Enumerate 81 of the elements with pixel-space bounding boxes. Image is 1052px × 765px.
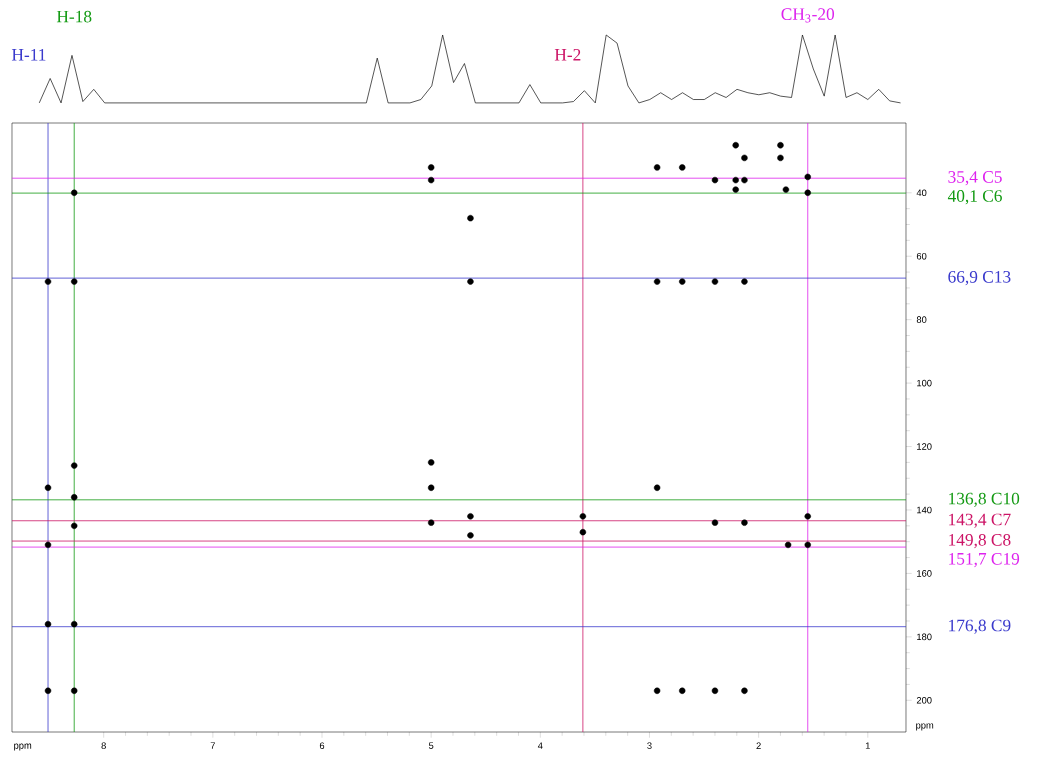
point (679, 164, 686, 171)
point (71, 462, 78, 469)
y-tick-label: 80 (916, 316, 927, 323)
point (71, 620, 78, 628)
point (653, 484, 661, 491)
point (71, 278, 78, 285)
point (44, 541, 52, 549)
point (44, 484, 52, 491)
ref-line-label: 136,8 C10 (949, 492, 1020, 507)
ref-line-label: H-2 (554, 48, 581, 61)
point (579, 528, 587, 536)
point (804, 541, 811, 549)
point (784, 541, 792, 549)
point (679, 687, 686, 694)
point (71, 189, 78, 196)
point (711, 176, 719, 184)
x-axis-title: ppm (14, 743, 32, 751)
y-tick-label: 140 (917, 506, 932, 514)
x-tick-label: 8 (101, 742, 106, 750)
point (653, 687, 661, 694)
point (71, 494, 78, 501)
point (579, 513, 587, 520)
point (467, 214, 474, 222)
point (427, 164, 435, 171)
x-tick-label: 4 (537, 742, 543, 749)
point (732, 186, 739, 193)
y-tick-label: 60 (916, 252, 927, 260)
point (467, 513, 474, 520)
point (44, 620, 52, 628)
ref-line-label: H-18 (56, 10, 92, 23)
y-tick-label: 120 (917, 443, 932, 450)
point (679, 278, 686, 285)
ref-line-label: CH$_{3}$-20 (781, 8, 835, 23)
ref-line-label: 143,4 C7 (949, 513, 1011, 528)
point (467, 278, 474, 285)
point (741, 519, 748, 526)
point (777, 154, 784, 162)
point (44, 278, 52, 285)
x-tick-label: 6 (319, 742, 325, 750)
point (711, 687, 719, 694)
point (653, 164, 661, 171)
point (427, 176, 435, 184)
x-tick-label: 7 (210, 742, 215, 749)
point (71, 687, 78, 694)
point (427, 519, 435, 526)
point (711, 519, 719, 526)
ref-line-label: 151,7 C19 (949, 552, 1020, 568)
y-axis-title: ppm (916, 723, 934, 731)
point (44, 687, 52, 694)
point (732, 142, 739, 149)
ref-line-label: 40,1 C6 (947, 190, 1002, 205)
point (711, 278, 719, 285)
y-tick-label: 40 (916, 189, 927, 197)
y-tick-label: 200 (916, 697, 932, 704)
point (804, 189, 811, 196)
point (741, 687, 748, 694)
point (653, 278, 661, 285)
x-tick-label: 5 (428, 742, 434, 749)
ref-line-label: 149,8 C8 (949, 533, 1011, 549)
point (467, 532, 474, 539)
point (782, 186, 790, 193)
x-tick-label: 3 (647, 742, 652, 750)
point (741, 176, 748, 184)
point (777, 142, 784, 149)
y-tick-label: 100 (917, 379, 932, 387)
point (427, 459, 435, 466)
x-tick-label: 2 (756, 742, 761, 749)
y-tick-label: 180 (917, 633, 932, 641)
point (804, 173, 811, 181)
point (427, 484, 435, 491)
ref-line-label: 66,9 C13 (948, 271, 1011, 286)
point (804, 513, 811, 520)
point (741, 278, 748, 285)
point (741, 154, 748, 162)
x-tick-label: 1 (865, 742, 870, 749)
point (71, 522, 78, 530)
ref-line-label: 35,4 C5 (948, 171, 1002, 186)
point (732, 176, 739, 184)
ref-line-label: H-11 (11, 48, 46, 61)
ref-line-label: 176,8 C9 (949, 619, 1011, 634)
y-tick-label: 160 (917, 570, 932, 577)
